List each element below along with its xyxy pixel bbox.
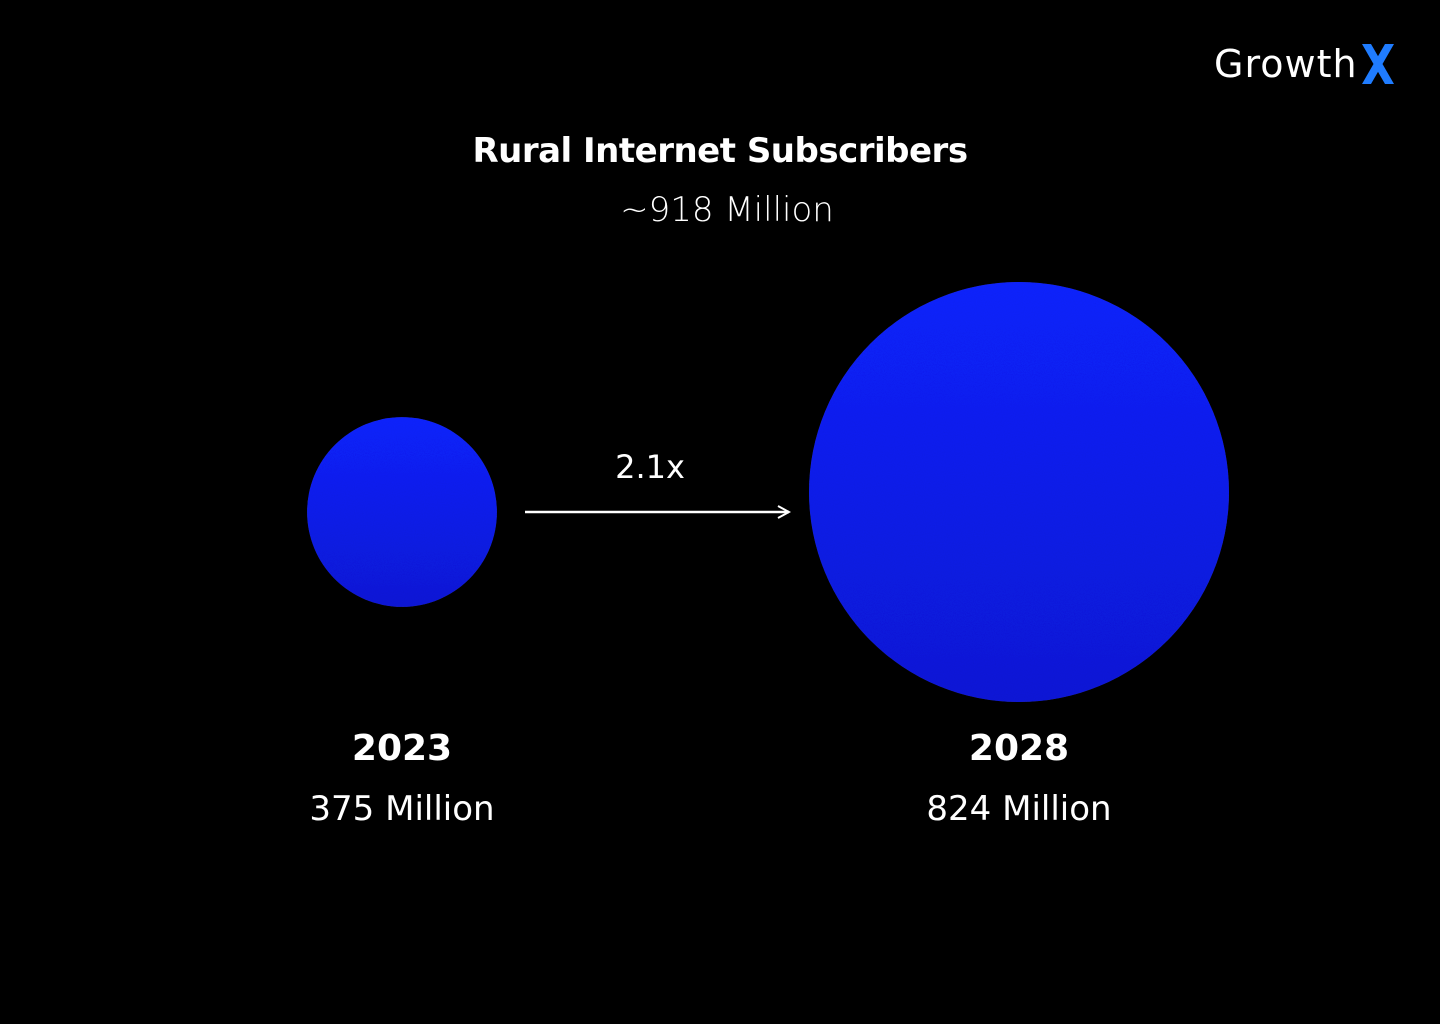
value-label-2023: 375 Million (309, 789, 494, 829)
bubble-2023 (307, 417, 497, 607)
chart-subtitle: ~918 Million (620, 190, 834, 230)
bubble-2028 (809, 282, 1229, 702)
logo-wordmark: Growth (1214, 42, 1358, 86)
logo-x-mark (1361, 44, 1394, 84)
category-label-2028: 2028 (969, 728, 1069, 769)
value-label-2028: 824 Million (926, 789, 1111, 829)
growth-multiplier-label: 2.1x (615, 448, 685, 486)
growthx-logo: Growth (1214, 40, 1404, 88)
category-label-2023: 2023 (352, 728, 452, 769)
chart-title: Rural Internet Subscribers (472, 131, 968, 171)
